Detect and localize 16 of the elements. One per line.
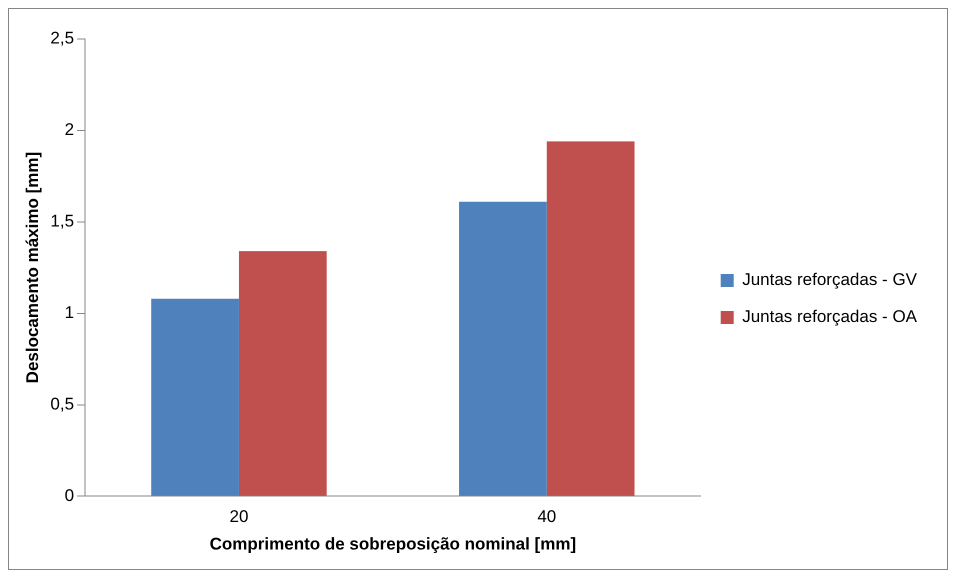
legend-label: Juntas reforçadas - GV: [742, 270, 918, 290]
y-tick-label: 2: [64, 120, 74, 140]
x-tick-label: 40: [537, 507, 556, 526]
bar: [546, 141, 635, 496]
bar: [459, 202, 547, 496]
y-axis-title: Deslocamento máximo [mm]: [22, 152, 42, 384]
y-tick-label: 2,5: [50, 28, 74, 48]
legend-label: Juntas reforçadas - OA: [742, 307, 918, 326]
bar: [238, 251, 327, 496]
y-tick-label: 1: [64, 303, 74, 322]
x-axis-title: Comprimento de sobreposição nominal [mm]: [210, 534, 576, 554]
y-tick-label: 0: [64, 486, 74, 505]
y-tick-label: 1,5: [50, 212, 74, 231]
y-tick-label: 0,5: [50, 394, 74, 414]
bar: [151, 298, 239, 496]
x-tick-label: 20: [229, 507, 248, 526]
